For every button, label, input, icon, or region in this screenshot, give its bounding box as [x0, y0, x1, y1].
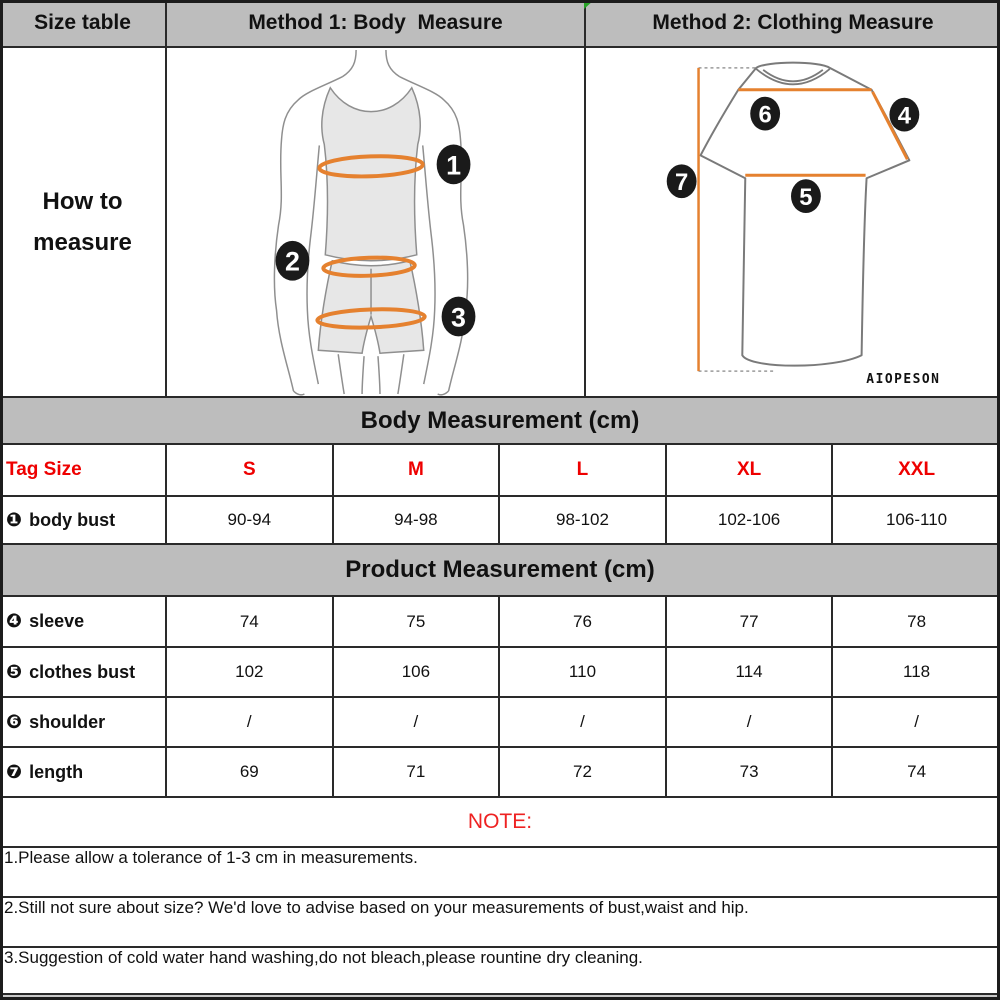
brand-label: AIOPESON: [866, 372, 940, 387]
note-item-1: 1.Please allow a tolerance of 1-3 cm in …: [0, 848, 1000, 898]
length-s: 69: [167, 748, 334, 796]
shoulder-m: /: [334, 698, 501, 746]
sleeve-line: [871, 91, 909, 161]
sleeve-xxl: 78: [907, 611, 927, 631]
row-label-text: body bust: [29, 509, 116, 530]
row-label-text: clothes bust: [29, 661, 136, 682]
length-xl: 73: [667, 748, 834, 796]
clothes-bust-xxl: 118: [903, 662, 931, 681]
cell-flag-icon: [584, 0, 594, 9]
sleeve-s: 74: [167, 597, 334, 646]
svg-text:7: 7: [675, 169, 688, 196]
tshirt-outline: [699, 61, 911, 367]
shirt-figure-svg: 6 4 7 5 AIOPESON: [666, 61, 940, 387]
size-l: L: [500, 445, 667, 495]
marker-2-icon: 2: [275, 240, 310, 281]
svg-text:4: 4: [898, 103, 912, 130]
length-l: 72: [500, 748, 667, 796]
body-bust-xxl: 106-110: [886, 510, 948, 529]
bust-band: [317, 154, 425, 179]
svg-text:2: 2: [285, 247, 300, 277]
marker-1-icon: 1: [436, 144, 471, 185]
sleeve-xl: 77: [667, 597, 834, 646]
length-xxl: 74: [907, 762, 927, 781]
marker-5-icon: 5: [791, 179, 821, 214]
how-to-line2: measure: [33, 229, 132, 256]
shoulder-row: ❻ shoulder / / / / /: [0, 698, 1000, 748]
marker-7-glyph: ❼: [6, 760, 23, 783]
shoulder-label: ❻ shoulder: [0, 698, 167, 746]
how-to-line1: How to: [42, 188, 123, 215]
size-xl: XL: [667, 445, 834, 495]
length-label: ❼ length: [0, 748, 167, 796]
how-to-measure-label: How to measure: [0, 48, 167, 396]
tank-top-shape: [321, 86, 421, 262]
body-bust-s: 90-94: [167, 497, 334, 543]
header-row: Size table Method 1: Body Measure Method…: [0, 0, 1000, 48]
clothes-bust-row: ❺ clothes bust 102 106 110 114 118: [0, 648, 1000, 698]
body-measure-illustration: 1 2 3: [167, 48, 586, 396]
body-bust-l: 98-102: [500, 497, 667, 543]
shoulder-s: /: [167, 698, 334, 746]
shoulder-xl: /: [667, 698, 834, 746]
collar-lines: [755, 68, 831, 86]
length-row: ❼ length 69 71 72 73 74: [0, 748, 1000, 798]
illustration-row: How to measure: [0, 48, 1000, 398]
marker-4-icon: 4: [889, 97, 920, 132]
body-bust-m: 94-98: [334, 497, 501, 543]
body-bust-label: ❶ body bust: [0, 497, 167, 543]
body-figure-svg: 1 2 3: [273, 49, 476, 396]
marker-1-glyph: ❶: [6, 508, 23, 531]
size-s: S: [167, 445, 334, 495]
row-label-text: sleeve: [29, 611, 85, 631]
size-m: M: [334, 445, 501, 495]
row-label-text: length: [29, 761, 84, 782]
clothing-measure-illustration: 6 4 7 5 AIOPESON: [586, 48, 1000, 396]
clothes-bust-l: 110: [500, 648, 667, 696]
marker-6-glyph: ❻: [6, 710, 23, 733]
product-measurement-title: Product Measurement (cm): [0, 545, 1000, 597]
note-item-3: 3.Suggestion of cold water hand washing,…: [0, 948, 1000, 995]
body-bust-xl: 102-106: [667, 497, 834, 543]
svg-text:3: 3: [451, 302, 466, 332]
bottom-strip: [0, 995, 1000, 1000]
shoulder-l: /: [500, 698, 667, 746]
measure-bands: [315, 154, 427, 330]
note-title: NOTE:: [0, 798, 1000, 848]
sleeve-row: ❹ sleeve 74 75 76 77 78: [0, 597, 1000, 648]
row-label-text: shoulder: [29, 711, 106, 732]
shoulder-xxl: /: [914, 712, 919, 731]
size-xxl: XXL: [898, 459, 936, 480]
marker-4-glyph: ❹: [6, 610, 23, 632]
clothes-bust-m: 106: [334, 648, 501, 696]
measure-lines: [697, 67, 909, 372]
body-measurement-title: Body Measurement (cm): [0, 398, 1000, 445]
tag-size-row: Tag Size S M L XL XXL: [0, 445, 1000, 497]
clothes-bust-label: ❺ clothes bust: [0, 648, 167, 696]
sleeve-l: 76: [500, 597, 667, 646]
sleeve-label: ❹ sleeve: [0, 597, 167, 646]
header-size-table: Size table: [0, 0, 167, 46]
svg-text:1: 1: [446, 150, 461, 180]
clothes-bust-s: 102: [167, 648, 334, 696]
svg-text:6: 6: [759, 102, 772, 129]
header-method2: Method 2: Clothing Measure: [586, 0, 1000, 46]
marker-7-icon: 7: [666, 164, 697, 199]
marker-5-glyph: ❺: [6, 660, 23, 683]
marker-3-icon: 3: [441, 296, 476, 337]
hip-band: [315, 307, 427, 330]
tag-size-label: Tag Size: [0, 445, 167, 495]
length-m: 71: [334, 748, 501, 796]
body-bust-row: ❶ body bust 90-94 94-98 98-102 102-106 1…: [0, 497, 1000, 545]
svg-text:5: 5: [799, 184, 812, 211]
sleeve-m: 75: [334, 597, 501, 646]
clothes-bust-xl: 114: [667, 648, 834, 696]
note-item-2: 2.Still not sure about size? We'd love t…: [0, 898, 1000, 948]
waist-band: [321, 255, 417, 278]
header-method1: Method 1: Body Measure: [167, 0, 586, 46]
marker-6-icon: 6: [750, 96, 781, 131]
